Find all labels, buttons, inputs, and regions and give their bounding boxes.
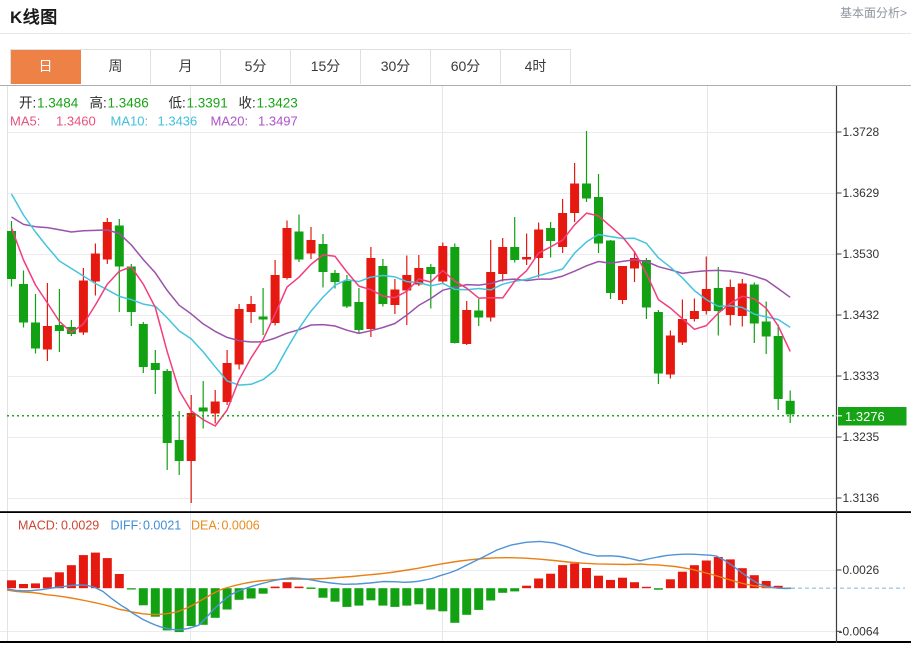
- svg-text:1.3136: 1.3136: [843, 491, 880, 505]
- svg-text:1.3432: 1.3432: [843, 308, 880, 322]
- svg-text:1.3333: 1.3333: [843, 369, 880, 383]
- svg-text:1.3530: 1.3530: [843, 247, 880, 261]
- svg-text:0.0026: 0.0026: [843, 563, 880, 577]
- svg-text:1.3629: 1.3629: [843, 186, 880, 200]
- svg-text:-0.0064: -0.0064: [839, 625, 880, 639]
- svg-text:1.3276: 1.3276: [845, 409, 885, 424]
- svg-text:1.3728: 1.3728: [843, 125, 880, 139]
- svg-text:1.3235: 1.3235: [843, 430, 880, 444]
